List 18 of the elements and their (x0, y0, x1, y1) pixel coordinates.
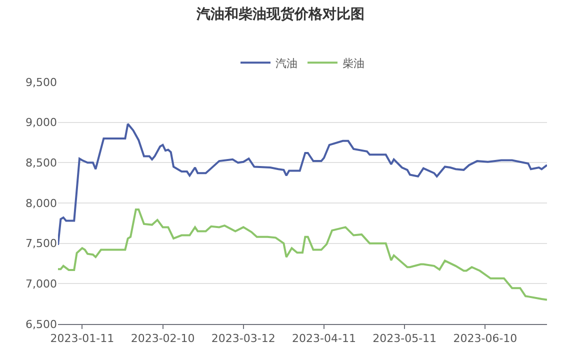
y-tick-label: 9,500 (26, 76, 57, 89)
y-tick-label: 8,000 (26, 196, 57, 210)
chart-title: 汽油和柴油现货价格对比图 (196, 6, 364, 23)
x-tick-label: 2023-06-10 (453, 332, 518, 346)
y-tick-label: 7,000 (26, 278, 57, 291)
y-tick-label: 7,500 (26, 237, 57, 250)
x-tick-label: 2023-02-10 (130, 332, 195, 346)
y-tick-label: 9,000 (26, 116, 57, 130)
line-series (58, 122, 547, 246)
line-series (58, 208, 547, 301)
legend-label: 柴油 (342, 56, 364, 70)
legend-label: 汽油 (276, 56, 298, 70)
x-tick-label: 2023-04-11 (292, 332, 356, 346)
y-tick-label: 6,500 (26, 318, 57, 331)
x-tick-label: 2023-03-12 (211, 332, 276, 346)
x-tick-label: 2023-05-11 (372, 332, 437, 346)
y-tick-label: 8,500 (26, 156, 57, 170)
x-tick-label: 2023-01-11 (50, 332, 114, 346)
